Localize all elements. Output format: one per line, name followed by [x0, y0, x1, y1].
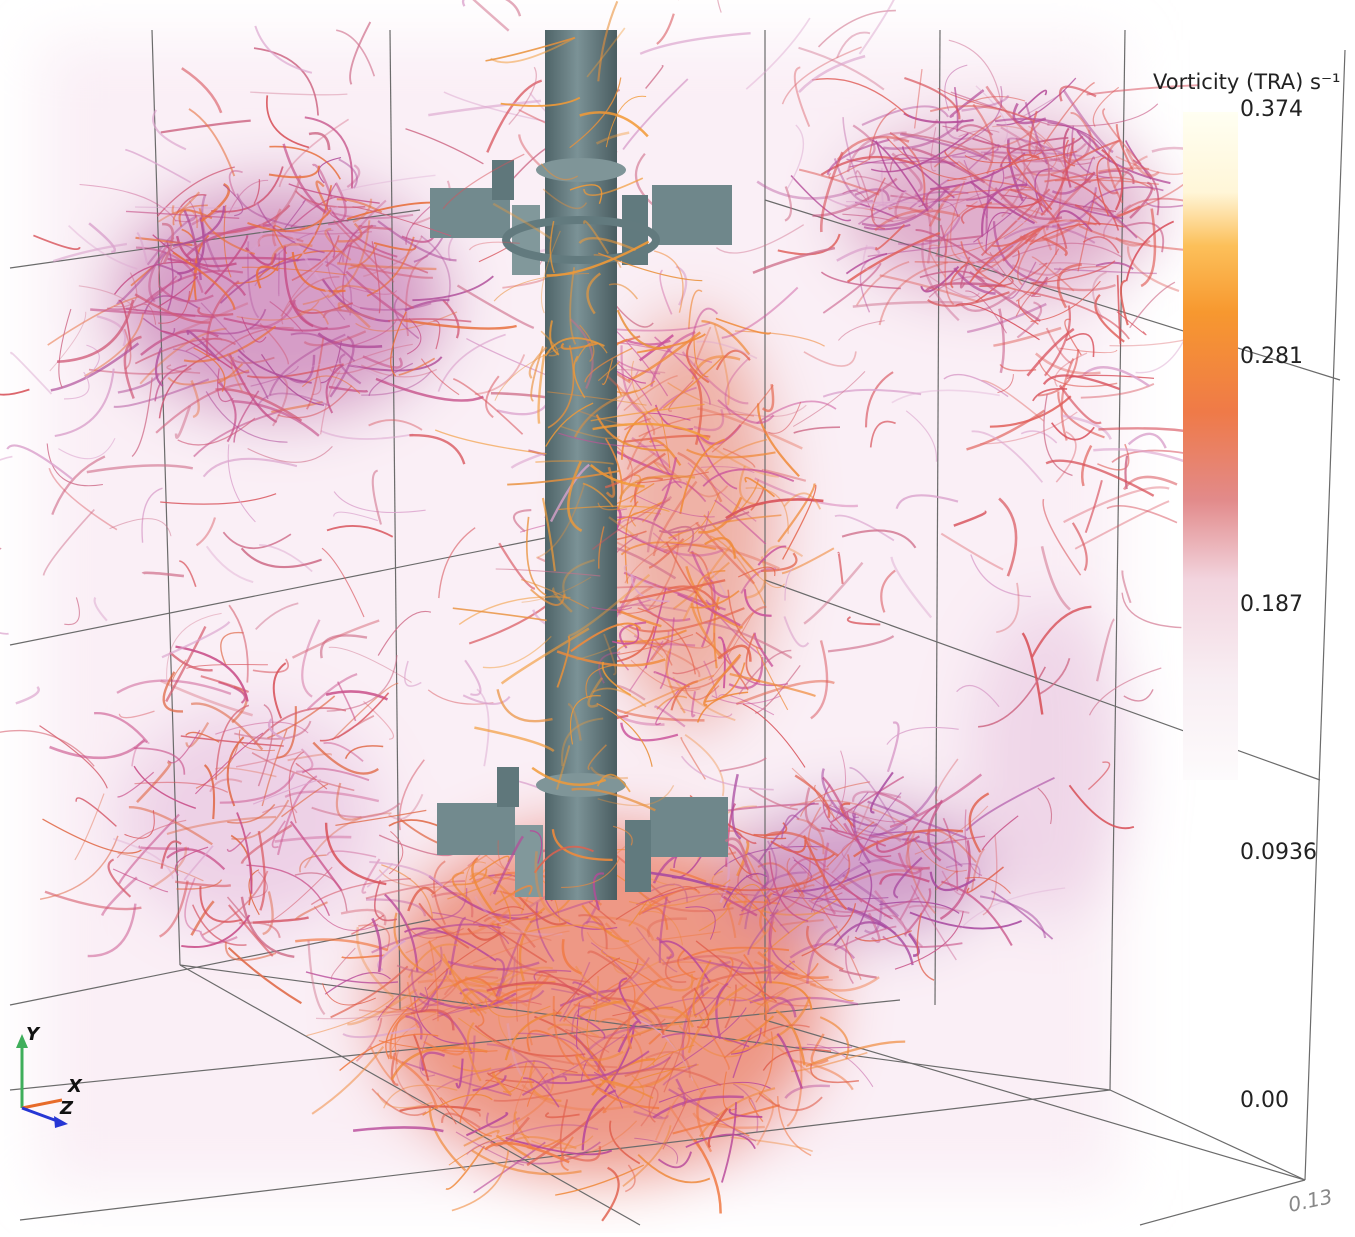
haze [970, 600, 1130, 920]
colorbar-ramp [1183, 112, 1238, 780]
streamline [16, 687, 39, 704]
streamline [1122, 593, 1181, 628]
axis-annotation: 0.13 [1286, 1184, 1335, 1217]
page: {"colorbar": {"title": "Vorticity (TRA) … [0, 0, 1355, 1233]
streamline [1124, 689, 1153, 701]
streamline [1121, 281, 1128, 325]
colorbar-label: 0.374 [1240, 97, 1303, 122]
grid-line [1305, 50, 1345, 1180]
haze [730, 800, 990, 940]
hub [536, 158, 626, 182]
streamline [0, 457, 12, 526]
streamline [0, 531, 1, 550]
blade [650, 797, 728, 857]
axis-label-y: Y [26, 1024, 41, 1045]
colorbar-title: Vorticity (TRA) s⁻¹ [1153, 70, 1340, 94]
blade [625, 820, 651, 892]
colorbar-label: 0.0936 [1240, 840, 1317, 865]
blade [512, 205, 540, 275]
blade [497, 767, 519, 807]
streamline [1129, 434, 1166, 448]
streamline [0, 616, 9, 634]
axis-label-x: X [67, 1076, 83, 1097]
streamline [463, 0, 503, 6]
streamline [0, 371, 29, 395]
streamline [472, 0, 509, 31]
blade [652, 185, 732, 245]
colorbar-label: 0.00 [1240, 1088, 1289, 1113]
colorbar-label: 0.187 [1240, 592, 1303, 617]
blade [437, 803, 515, 855]
streamline [717, 0, 728, 13]
blade [492, 160, 514, 200]
grid-line [1140, 1180, 1305, 1225]
axis-label-z: Z [59, 1098, 74, 1119]
colorbar-label: 0.281 [1240, 344, 1303, 369]
streamline [279, 253, 280, 296]
streamline [657, 14, 674, 44]
streamline [1125, 456, 1127, 489]
render-view: Vorticity (TRA) s⁻¹ 0.374 0.281 0.187 0.… [0, 0, 1355, 1233]
